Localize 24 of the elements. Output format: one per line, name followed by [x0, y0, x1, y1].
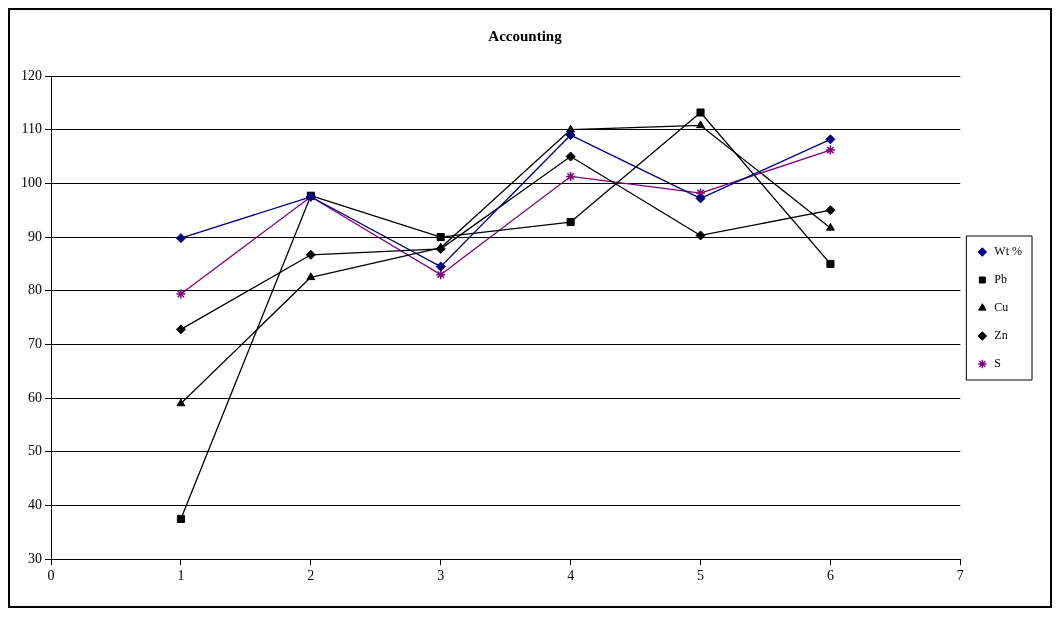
- chart-title: Accounting: [488, 27, 563, 44]
- x-tick-label: 1: [177, 568, 185, 584]
- x-tick-label: 3: [437, 568, 445, 584]
- x-tick-label: 0: [47, 568, 55, 584]
- y-tick-label: 80: [28, 282, 42, 298]
- legend-label: S: [994, 356, 1002, 371]
- y-tick-label: 60: [28, 389, 42, 405]
- legend-label: Cu: [994, 300, 1009, 315]
- y-tick-label: 90: [28, 228, 42, 244]
- y-tick-label: 40: [28, 497, 42, 513]
- legend-label: Zn: [994, 328, 1008, 343]
- x-tick-label: 6: [826, 568, 834, 584]
- legend-label: Pb: [994, 272, 1008, 287]
- y-tick-label: 120: [21, 67, 42, 83]
- x-tick-label: 7: [956, 568, 964, 584]
- legend-label: Wt %: [994, 244, 1022, 259]
- y-tick-label: 30: [28, 550, 42, 566]
- y-tick-label: 70: [28, 336, 42, 352]
- x-tick-label: 4: [567, 568, 575, 584]
- y-tick-label: 50: [28, 443, 42, 459]
- y-tick-label: 100: [21, 175, 42, 191]
- x-tick-label: 5: [697, 568, 705, 584]
- y-tick-label: 110: [21, 121, 42, 137]
- x-tick-label: 2: [307, 568, 315, 584]
